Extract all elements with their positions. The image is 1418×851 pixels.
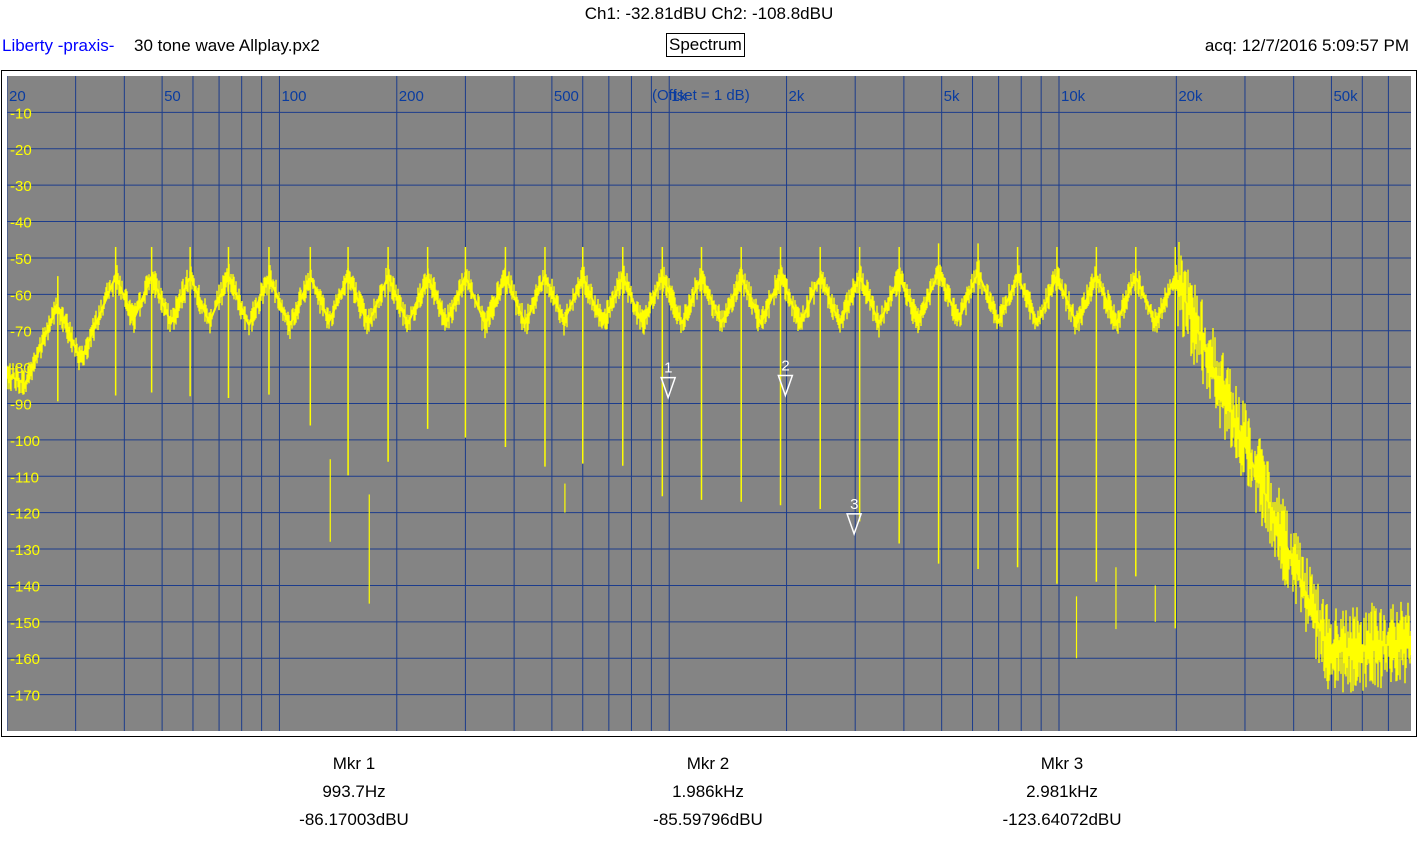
marker-2-name: Mkr 2 [686, 754, 730, 773]
y-tick-label: -100 [10, 433, 40, 450]
x-tick-label: 200 [399, 88, 424, 105]
x-tick-label: 50k [1333, 88, 1358, 105]
x-tick-label: 2k [789, 88, 805, 105]
marker-3-frequency: 2.981kHz [1026, 782, 1098, 801]
marker-1-triangle [660, 376, 677, 400]
marker-2-triangle [777, 374, 794, 398]
marker-2-frequency: 1.986kHz [672, 782, 744, 801]
spectrum-plot[interactable]: 20 50 100 200 500 1k 2k 5k 10k 20k 50k -10 -20 -30 -4… [7, 76, 1411, 731]
y-tick-label: -10 [10, 105, 32, 122]
x-tick-label: 20 [9, 88, 26, 105]
marker-1-label: 1 [664, 360, 672, 377]
marker-3-triangle [846, 513, 863, 537]
y-tick-label: -20 [10, 142, 32, 159]
y-tick-label: -130 [10, 542, 40, 559]
grid-lines [7, 76, 1411, 731]
marker-readout-1: Mkr 1 993.7Hz -86.17003dBU [234, 752, 474, 836]
x-axis-labels: 20 50 100 200 500 1k 2k 5k 10k 20k 50k [9, 88, 1358, 105]
marker-3-label: 3 [850, 496, 858, 513]
x-tick-label: 100 [281, 88, 306, 105]
marker-readout-3: Mkr 3 2.981kHz -123.64072dBU [942, 752, 1182, 836]
marker-1-frequency: 993.7Hz [322, 782, 386, 801]
y-tick-label: -160 [10, 651, 40, 668]
x-tick-label: 20k [1178, 88, 1203, 105]
trace-ch1 [7, 242, 1411, 693]
y-tick-label: -40 [10, 215, 32, 232]
marker-3-name: Mkr 3 [1040, 754, 1084, 773]
y-axis-labels: -10 -20 -30 -40 -50 -60 -70 -80 -90 -100 -110 -120 -… [10, 105, 40, 704]
marker-2-level: -85.59796dBU [653, 810, 763, 829]
file-name: 30 tone wave Allplay.px2 [134, 36, 320, 55]
marker-readout-2: Mkr 2 1.986kHz -85.59796dBU [588, 752, 828, 836]
y-tick-label: -70 [10, 324, 32, 341]
x-tick-label: 500 [554, 88, 579, 105]
marker-1-name: Mkr 1 [332, 754, 376, 773]
y-tick-label: -60 [10, 287, 32, 304]
offset-note: (Offset = 1 dB) [652, 87, 750, 104]
marker-3-level: -123.64072dBU [1002, 810, 1122, 829]
y-tick-label: -90 [10, 397, 32, 414]
x-tick-label: 5k [944, 88, 960, 105]
x-tick-label: 10k [1061, 88, 1086, 105]
spectrum-plot-frame: 20 50 100 200 500 1k 2k 5k 10k 20k 50k -10 -20 -30 -4… [1, 70, 1417, 737]
acquisition-timestamp: acq: 12/7/2016 5:09:57 PM [1204, 36, 1409, 55]
marker-2-label: 2 [781, 357, 789, 374]
brand-label: Liberty -praxis- [2, 36, 115, 55]
y-tick-label: -140 [10, 578, 40, 595]
y-tick-label: -120 [10, 506, 40, 523]
y-tick-label: -110 [10, 469, 39, 486]
y-tick-label: -30 [10, 178, 32, 195]
marker-1-level: -86.17003dBU [299, 810, 409, 829]
spectrum-view-button[interactable]: Spectrum [666, 33, 745, 57]
channel-readout: Ch1: -32.81dBU Ch2: -108.8dBU [584, 4, 834, 23]
y-tick-label: -50 [10, 251, 32, 268]
trace-floor [7, 271, 1411, 654]
markers: 1 2 3 [660, 357, 863, 537]
x-tick-label: 1k [671, 88, 687, 105]
x-tick-label: 50 [164, 88, 181, 105]
y-tick-label: -150 [10, 615, 40, 632]
y-tick-label: -80 [10, 360, 32, 377]
y-tick-label: -170 [10, 688, 40, 705]
